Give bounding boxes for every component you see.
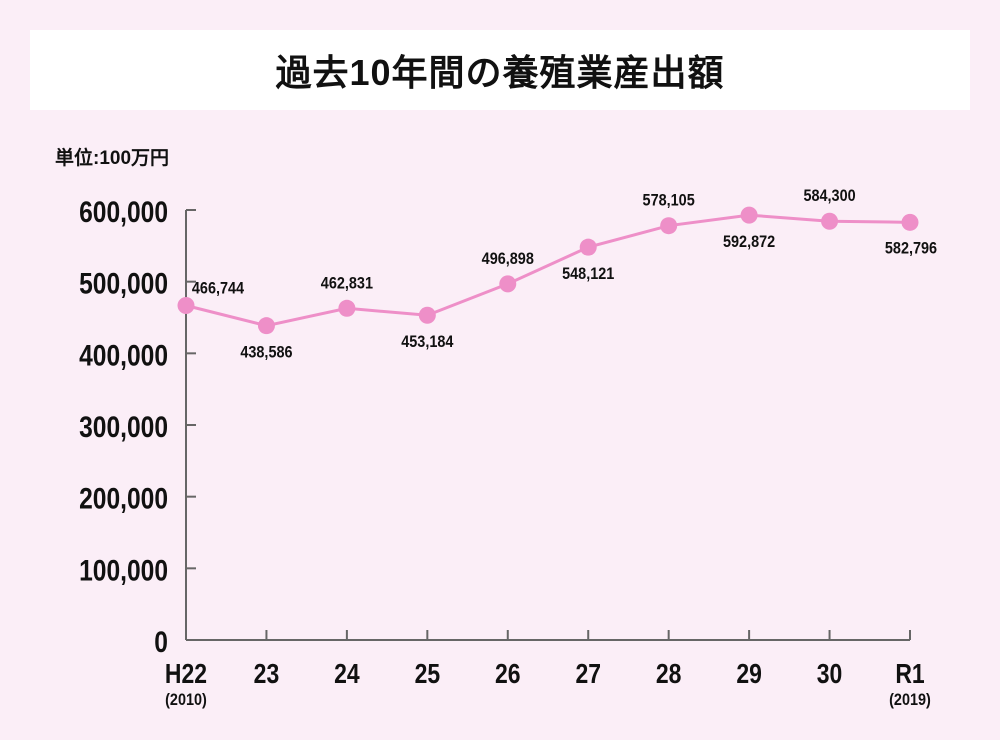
data-label: 438,586 [240,344,292,362]
y-tick-label: 100,000 [79,553,168,587]
data-point [499,275,517,293]
y-tick-label: 500,000 [79,266,168,300]
x-tick-label: 28 [656,659,682,690]
y-tick-label: 400,000 [79,338,168,372]
y-tick-label: 0 [154,625,168,659]
data-label: 592,872 [723,233,775,251]
data-label: 582,796 [885,239,937,257]
x-tick-label: 26 [495,659,521,690]
data-label: 584,300 [803,187,855,205]
data-point [821,212,839,230]
x-tick-label: H22 [165,659,207,690]
title-box: 過去10年間の養殖業産出額 [30,30,970,110]
x-tick-label: 30 [817,659,843,690]
y-tick-label: 200,000 [79,481,168,515]
data-label: 453,184 [401,333,453,351]
unit-label: 単位:100万円 [55,148,170,169]
y-tick-label: 300,000 [79,410,168,444]
x-tick-sublabel: (2019) [889,691,931,709]
data-point [338,299,356,317]
data-point [418,306,436,324]
data-point [177,297,195,315]
data-label: 466,744 [192,279,244,297]
data-label: 548,121 [562,265,614,283]
data-label: 496,898 [482,250,534,268]
series-line [185,213,911,328]
x-tick-label: 27 [575,659,601,690]
data-label: 462,831 [321,274,373,292]
data-label: 578,105 [643,192,695,210]
x-tick-sublabel: (2010) [165,691,207,709]
x-tick-label: 29 [736,659,762,690]
y-tick-label: 600,000 [79,195,168,229]
x-tick-label: 24 [334,659,360,690]
chart-title: 過去10年間の養殖業産出額 [275,52,725,93]
data-point [660,217,678,235]
data-point [740,206,758,224]
data-point [579,238,597,256]
data-point [901,213,919,231]
data-point [257,317,275,335]
x-tick-label: 23 [254,659,280,690]
x-tick-label: R1 [895,659,924,690]
x-tick-label: 25 [415,659,441,690]
